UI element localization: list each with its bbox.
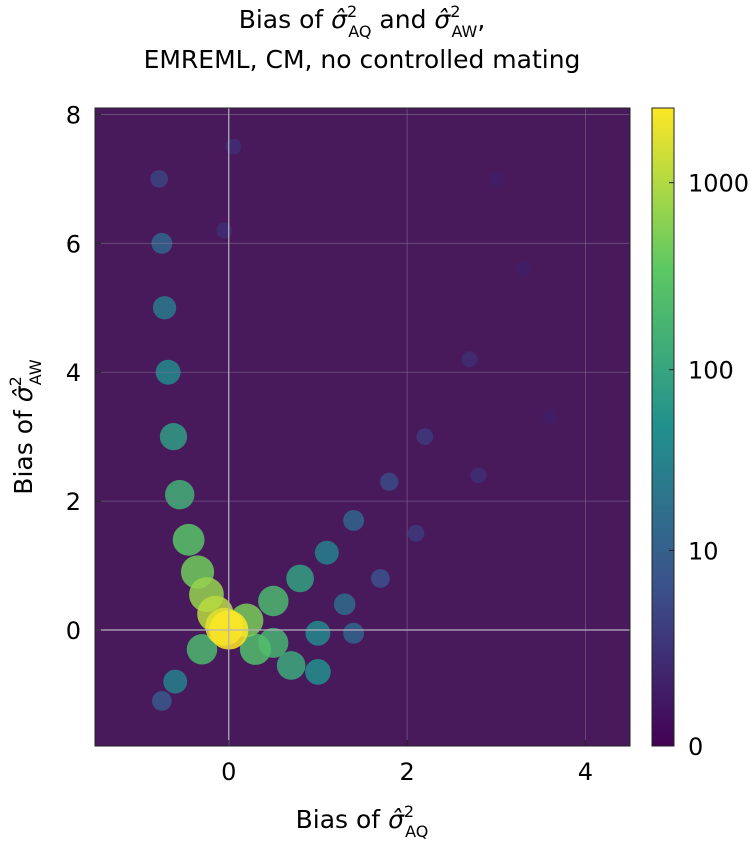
density-bin [164, 479, 195, 510]
y-tick-label: 0 [66, 617, 81, 645]
density-bin [343, 509, 365, 531]
y-tick-label: 2 [66, 488, 81, 516]
colorbar-tick-label: 10 [688, 537, 719, 565]
density-bin [333, 593, 356, 616]
density-bin [152, 296, 177, 320]
density-bin [286, 564, 314, 593]
density-bin [515, 261, 531, 277]
density-bin [258, 585, 289, 617]
y-axis-label: Bias of σ̂2AW [6, 359, 45, 495]
density-bin [542, 410, 557, 425]
chart-title-line1: Bias of σ̂2 AQ and σ̂2 AW, [239, 2, 486, 41]
density-bin [343, 622, 365, 644]
density-bin [225, 138, 242, 155]
density-bin [305, 620, 331, 646]
density-bin [150, 170, 168, 188]
density-bin [407, 524, 425, 542]
colorbar-tick-label: 100 [688, 357, 734, 385]
y-tick-label: 6 [66, 230, 81, 258]
density-bin [172, 523, 205, 556]
x-tick-label: 4 [578, 758, 593, 786]
colorbar-gradient [651, 107, 675, 747]
density-bin [186, 634, 218, 665]
colorbar-tick-label: 0 [688, 733, 703, 761]
chart-title-line2: EMREML, CM, no controlled mating [144, 45, 581, 74]
x-tick-label: 2 [399, 758, 414, 786]
y-tick-label: 8 [66, 101, 81, 129]
density-bin [239, 633, 272, 665]
plot-background [95, 108, 630, 746]
plot-frame [94, 107, 631, 747]
grid-lines [95, 108, 630, 746]
density-bin [489, 171, 504, 187]
density-bin [416, 428, 434, 446]
density-bin [305, 659, 331, 685]
x-tick-label: 0 [221, 758, 236, 786]
density-bin [470, 467, 487, 484]
density-bin [152, 691, 172, 711]
y-axis-ticks: 0 2 4 6 8 [66, 101, 101, 645]
x-axis-ticks: 0 2 4 [221, 740, 593, 786]
density-bin [314, 540, 339, 565]
density-bin [461, 351, 478, 368]
colorbar: 0 10 100 1000 [651, 107, 749, 761]
colorbar-tick-label: 1000 [688, 170, 749, 198]
y-tick-label: 4 [66, 359, 81, 387]
colorbar-ticks: 0 10 100 1000 [669, 170, 749, 761]
x-axis-label: Bias of σ̂2 AQ [296, 802, 429, 841]
density-bin [216, 222, 233, 239]
density-bin [380, 472, 399, 491]
plot-area [94, 107, 631, 747]
density-bin [370, 569, 390, 588]
density-bin [163, 669, 188, 694]
density-bin [159, 423, 188, 451]
density-bin [276, 651, 306, 680]
